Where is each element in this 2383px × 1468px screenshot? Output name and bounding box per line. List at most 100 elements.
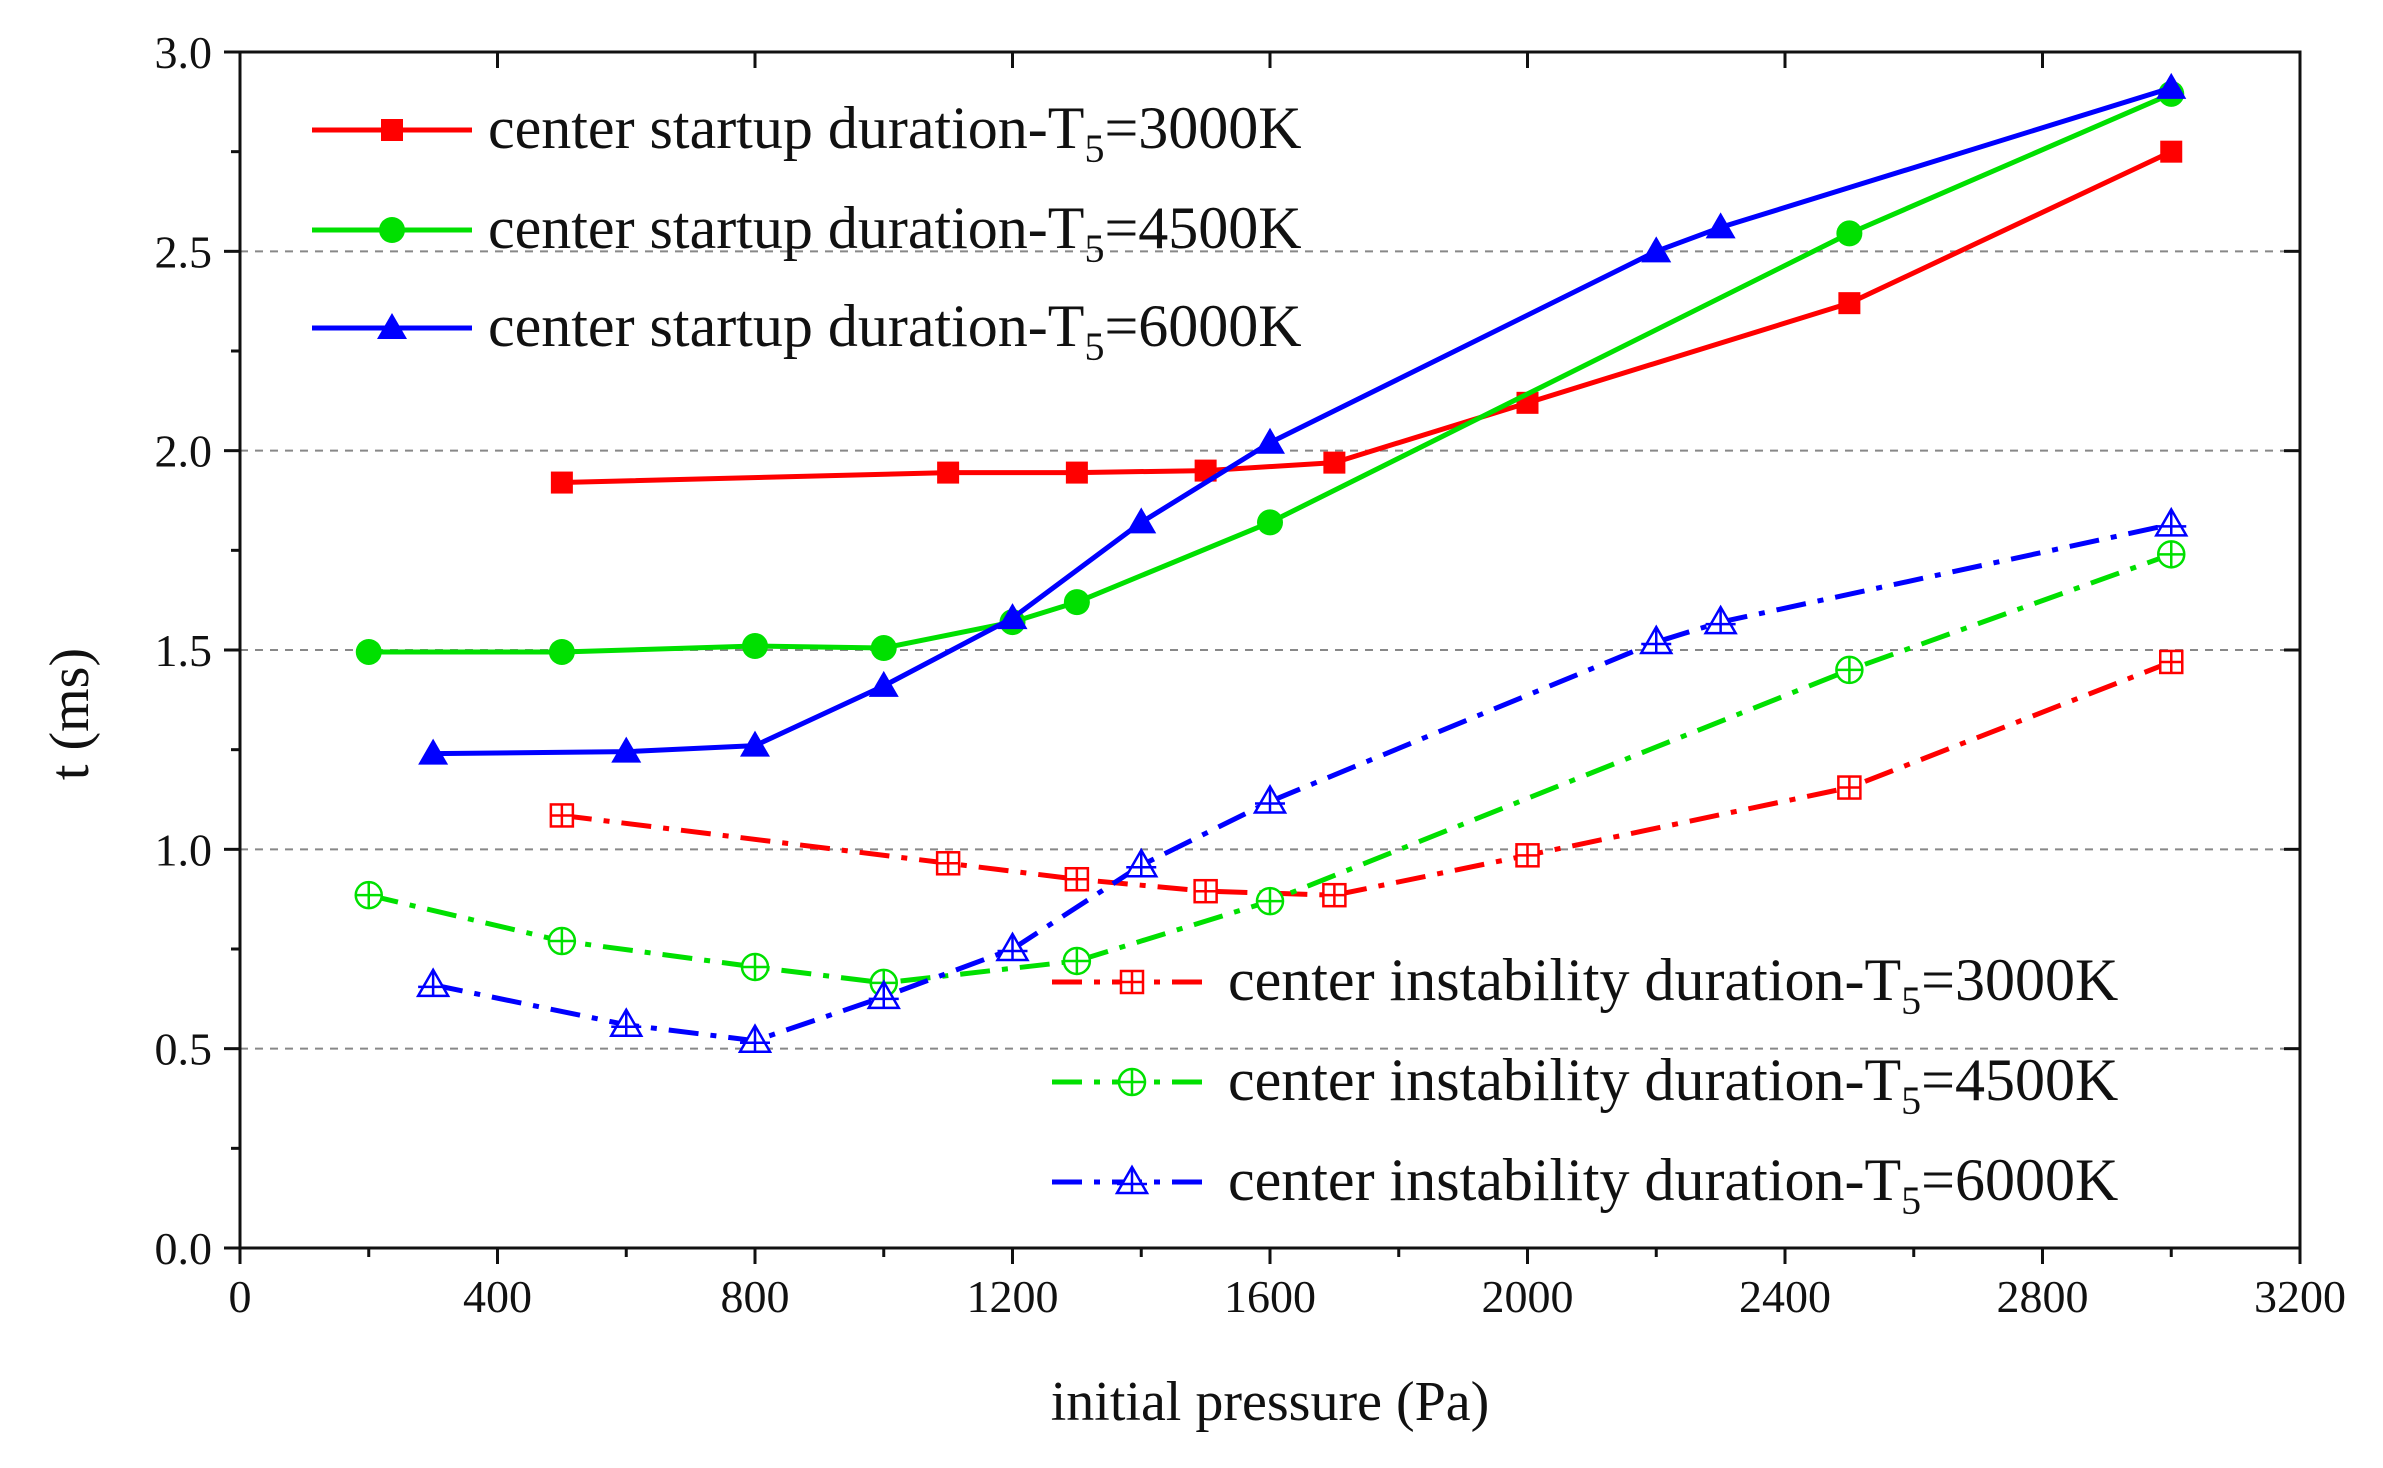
data-point [1117, 1067, 1147, 1097]
y-tick-label: 2.5 [155, 226, 213, 277]
x-tick-label: 2400 [1739, 1271, 1831, 1322]
series [354, 540, 2186, 998]
legend-item: center instability duration-T5=4500K [1052, 1047, 2118, 1123]
data-point [355, 638, 382, 665]
data-point [1063, 589, 1090, 616]
data-point [1705, 212, 1736, 239]
y-tick-label: 1.5 [155, 625, 213, 676]
data-point [548, 638, 575, 665]
legend-label: center startup duration-T5=4500K [488, 195, 1302, 271]
data-point [1836, 220, 1863, 247]
legend-label: center startup duration-T5=6000K [488, 293, 1302, 369]
data-point [2157, 540, 2186, 569]
y-tick-label: 3.0 [155, 27, 213, 78]
data-point [1255, 886, 1285, 916]
series-line [368, 551, 2173, 986]
data-point [870, 635, 897, 662]
legend: center startup duration-T5=3000K center s… [312, 95, 2118, 1223]
data-point [2154, 506, 2189, 537]
legend-label: center instability duration-T5=6000K [1228, 1147, 2118, 1223]
data-point [1322, 882, 1347, 908]
legend-item: center startup duration-T5=6000K [312, 293, 1302, 369]
x-tick-label: 3200 [2254, 1271, 2346, 1322]
data-point [995, 931, 1030, 962]
legend-item: center startup duration-T5=3000K [312, 95, 1302, 171]
data-point [1255, 427, 1285, 454]
series-line [432, 521, 2172, 1044]
data-point [547, 926, 577, 956]
legend-item: center instability duration-T5=3000K [1052, 947, 2118, 1023]
data-point [354, 880, 383, 910]
data-point [1838, 292, 1861, 315]
data-point [381, 119, 403, 141]
y-tick-label: 0.5 [155, 1024, 213, 1075]
data-point [2156, 72, 2187, 99]
x-tick-label: 400 [463, 1271, 532, 1322]
data-point [1193, 878, 1218, 904]
data-point [549, 803, 575, 828]
data-point [1064, 866, 1090, 892]
data-point [1124, 847, 1159, 878]
data-point [937, 461, 960, 484]
x-tick-label: 800 [721, 1271, 790, 1322]
series-line [561, 149, 2173, 486]
x-tick-label: 1200 [967, 1271, 1059, 1322]
data-point [550, 471, 573, 494]
data-point [866, 979, 901, 1010]
y-tick-label: 2.0 [155, 426, 213, 477]
data-point [415, 967, 451, 998]
data-point [742, 633, 768, 660]
data-point [1126, 507, 1157, 534]
legend-item: center startup duration-T5=4500K [312, 195, 1302, 271]
series [550, 140, 2183, 494]
legend-item: center instability duration-T5=6000K [1052, 1147, 2118, 1223]
data-point [377, 313, 407, 339]
series [418, 72, 2187, 765]
data-point [1062, 946, 1092, 976]
legend-label: center instability duration-T5=3000K [1228, 947, 2118, 1023]
legend-group: center startup duration-T5=3000K center s… [312, 95, 1302, 369]
data-point [1252, 783, 1288, 814]
data-point [2159, 649, 2184, 675]
x-tick-label: 2000 [1482, 1271, 1574, 1322]
data-point [418, 738, 449, 765]
series [415, 506, 2189, 1053]
data-point [1515, 843, 1540, 868]
data-point [1703, 604, 1738, 635]
y-tick-label: 1.0 [155, 824, 213, 875]
data-point [1835, 655, 1864, 685]
data-point [1639, 624, 1674, 655]
x-tick-label: 2800 [1997, 1271, 2089, 1322]
data-point [609, 1007, 644, 1037]
series-line [433, 85, 2172, 757]
legend-group: center instability duration-T5=3000K cent… [1052, 947, 2118, 1223]
legend-label: center instability duration-T5=4500K [1228, 1047, 2118, 1123]
data-point [740, 952, 770, 982]
series [549, 649, 2184, 908]
series-layer [354, 72, 2189, 1053]
data-point [1323, 451, 1346, 474]
axis-ticks: 0 400 800 1200 1600 2000 2400 2800 3200 0.0 0.5 1.0… [155, 27, 2347, 1322]
data-point [935, 851, 961, 876]
data-point [1065, 461, 1088, 484]
legend-label: center startup duration-T5=3000K [488, 95, 1302, 171]
data-point [1119, 969, 1145, 995]
data-point [379, 217, 405, 243]
y-tick-label: 0.0 [155, 1223, 213, 1274]
data-point [1194, 459, 1217, 482]
data-point [737, 1023, 773, 1053]
data-point [1257, 509, 1283, 536]
data-point [740, 730, 770, 757]
x-tick-label: 0 [229, 1271, 252, 1322]
x-axis-title: initial pressure (Pa) [1051, 1371, 1490, 1433]
y-axis-title: t (ms) [39, 648, 101, 780]
series-line [368, 91, 2173, 655]
data-point [1641, 236, 1672, 263]
data-point [2160, 140, 2183, 163]
data-point [997, 603, 1028, 630]
x-tick-label: 1600 [1224, 1271, 1316, 1322]
data-point [611, 736, 642, 763]
data-point [868, 670, 899, 697]
data-point [1837, 775, 1862, 800]
